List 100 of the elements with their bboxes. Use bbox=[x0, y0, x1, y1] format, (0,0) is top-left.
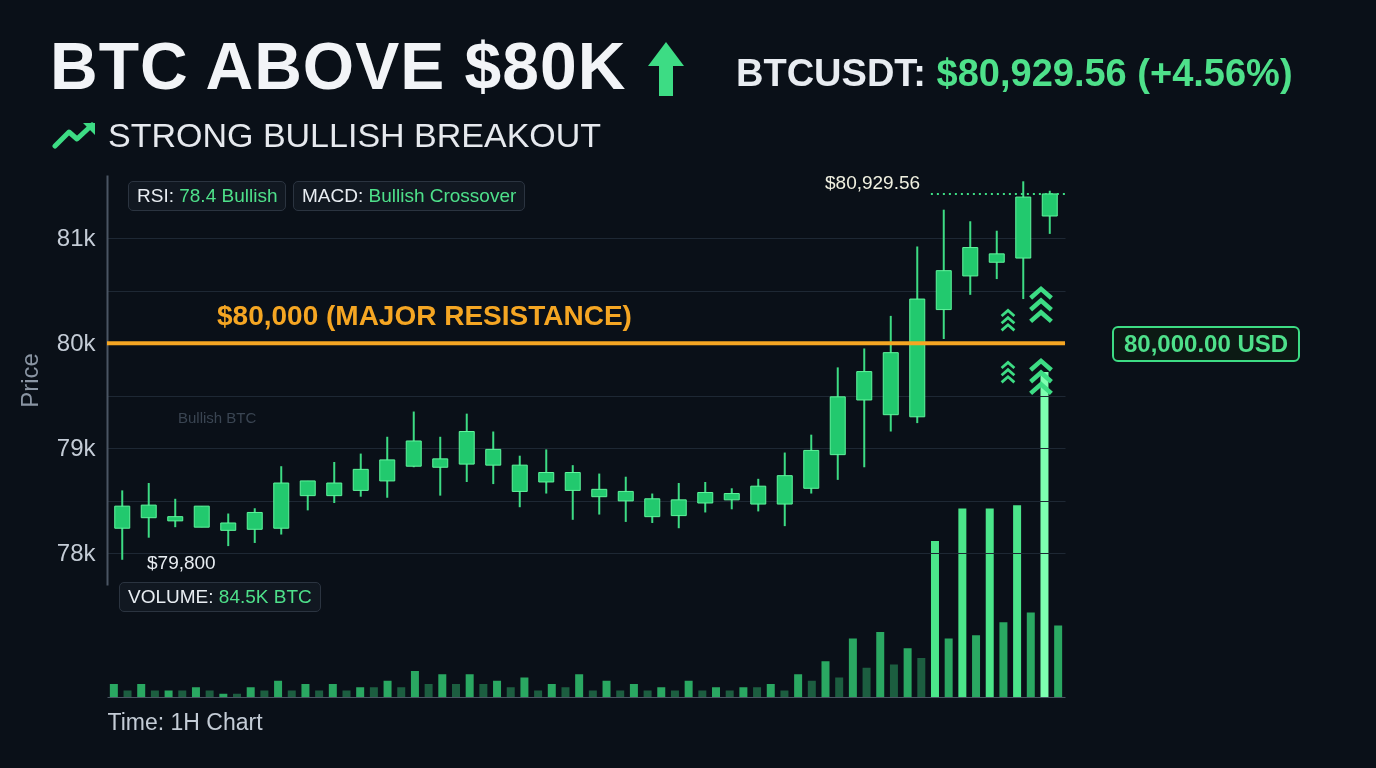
bar bbox=[547, 684, 556, 697]
bar bbox=[876, 632, 885, 697]
bar bbox=[657, 687, 666, 697]
candlestick bbox=[114, 489, 131, 561]
bar bbox=[643, 690, 652, 697]
candlestick bbox=[220, 512, 237, 548]
candlestick bbox=[591, 472, 608, 516]
bar bbox=[575, 674, 584, 697]
bar bbox=[534, 690, 543, 697]
bar bbox=[1013, 505, 1022, 697]
bar bbox=[260, 690, 269, 697]
bar bbox=[465, 674, 474, 697]
candlestick bbox=[299, 479, 316, 512]
bar bbox=[821, 661, 830, 697]
y-tick-label: 80k bbox=[56, 328, 97, 356]
bar bbox=[1026, 612, 1035, 697]
candlestick bbox=[697, 480, 714, 514]
bar bbox=[356, 687, 365, 697]
bar bbox=[342, 690, 351, 697]
bar bbox=[287, 690, 296, 697]
bar bbox=[479, 684, 488, 697]
candlestick bbox=[326, 461, 343, 504]
chart-subtitle: STRONG BULLISH BREAKOUT bbox=[108, 116, 602, 155]
y-tick-label: 79k bbox=[56, 433, 97, 461]
bar bbox=[150, 690, 159, 697]
bar bbox=[438, 674, 447, 697]
bar bbox=[205, 690, 214, 697]
bar bbox=[739, 687, 748, 697]
candlestick bbox=[564, 464, 581, 521]
bar bbox=[944, 638, 953, 697]
annotation: VOLUME: 84.5K BTC bbox=[119, 582, 321, 612]
candlestick bbox=[432, 435, 449, 497]
candlestick bbox=[644, 492, 661, 524]
bar bbox=[616, 690, 625, 697]
bar bbox=[766, 684, 775, 697]
bar bbox=[123, 690, 132, 697]
bar bbox=[315, 690, 324, 697]
candlestick bbox=[379, 435, 396, 499]
bar bbox=[972, 635, 981, 697]
bar bbox=[1054, 625, 1063, 697]
bar bbox=[410, 671, 419, 697]
candlestick bbox=[617, 475, 634, 523]
candlestick bbox=[352, 452, 369, 498]
bar bbox=[889, 664, 898, 697]
bar bbox=[520, 677, 529, 697]
bar bbox=[561, 687, 570, 697]
bar bbox=[397, 687, 406, 697]
bar bbox=[670, 690, 679, 697]
chart-title: BTC ABOVE $80K bbox=[50, 28, 627, 104]
bar bbox=[191, 687, 200, 697]
candlestick bbox=[193, 505, 210, 529]
bar bbox=[588, 690, 597, 697]
annotation: Bullish BTC bbox=[178, 409, 257, 426]
annotation: $80,929.56 bbox=[825, 172, 921, 194]
candlestick bbox=[988, 229, 1005, 281]
y-tick-label: 81k bbox=[56, 223, 97, 251]
y-tick-label: 78k bbox=[56, 538, 97, 566]
text: 80,000.00 USD bbox=[1112, 326, 1301, 362]
bar bbox=[328, 684, 337, 697]
bar bbox=[684, 680, 693, 697]
bar bbox=[903, 648, 912, 697]
candlestick bbox=[723, 487, 740, 511]
bar bbox=[301, 684, 310, 697]
bar bbox=[794, 674, 803, 697]
bar bbox=[999, 622, 1008, 697]
candlestick bbox=[485, 430, 502, 486]
bar bbox=[383, 680, 392, 697]
bar bbox=[233, 693, 242, 697]
candlestick bbox=[167, 497, 184, 529]
bar bbox=[958, 508, 967, 697]
annotation: MACD: Bullish Crossover bbox=[293, 181, 526, 211]
annotation: $79,800 bbox=[147, 552, 216, 574]
bar bbox=[698, 690, 707, 697]
bar bbox=[629, 684, 638, 697]
bar bbox=[424, 684, 433, 697]
bar bbox=[506, 687, 515, 697]
bar bbox=[930, 541, 939, 697]
bar bbox=[780, 690, 789, 697]
ref-line-label: $80,000 (MAJOR RESISTANCE) bbox=[217, 300, 632, 332]
bar bbox=[862, 667, 871, 697]
bar bbox=[109, 684, 118, 697]
bar bbox=[493, 680, 502, 697]
bar bbox=[753, 687, 762, 697]
bar bbox=[137, 684, 146, 697]
x-axis-title: Time: 1H Chart bbox=[107, 708, 264, 735]
bar bbox=[835, 677, 844, 697]
bar bbox=[369, 687, 378, 697]
bar bbox=[725, 690, 734, 697]
candlestick bbox=[538, 448, 555, 495]
candlestick bbox=[670, 482, 687, 530]
candlestick bbox=[750, 477, 767, 513]
bar bbox=[178, 690, 187, 697]
bar bbox=[164, 690, 173, 697]
bar bbox=[712, 687, 721, 697]
bar bbox=[219, 693, 228, 697]
bar bbox=[985, 508, 994, 697]
bar bbox=[917, 658, 926, 697]
bar bbox=[246, 687, 255, 697]
candlestick bbox=[140, 482, 157, 539]
y-axis-title: Price bbox=[15, 353, 43, 408]
